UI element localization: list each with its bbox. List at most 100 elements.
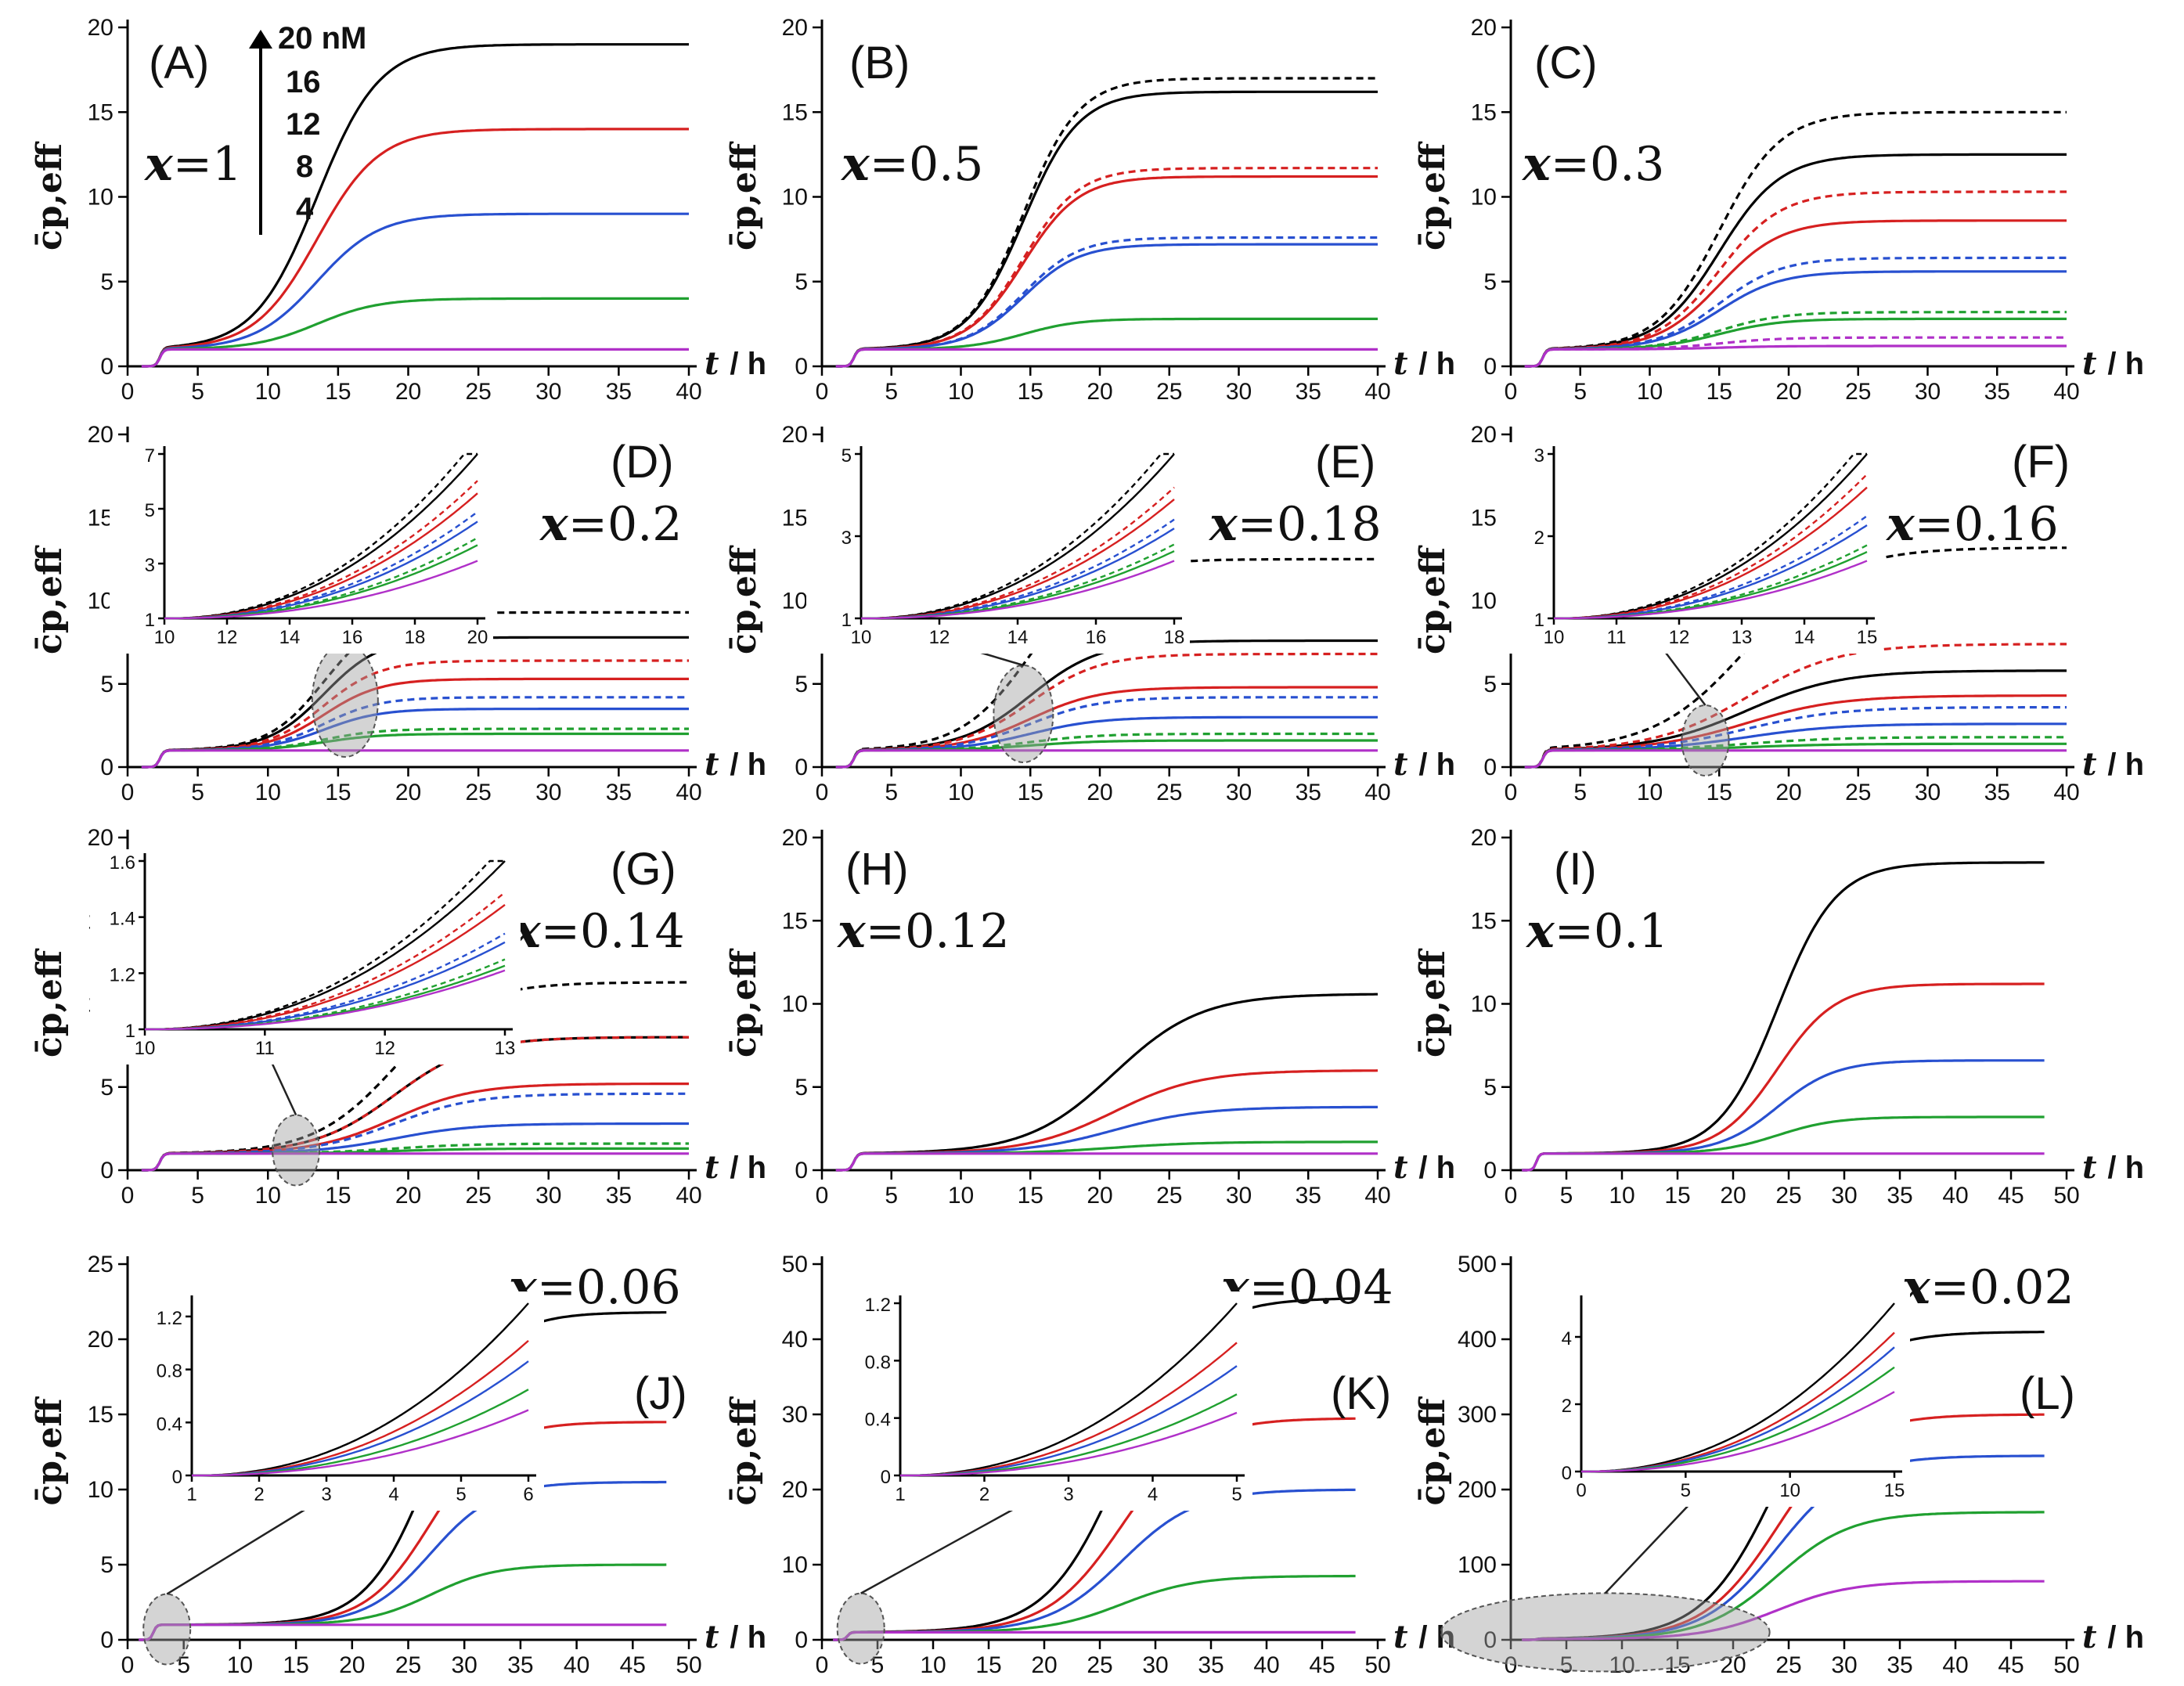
- inset-series-4-line: [164, 560, 478, 620]
- panel-K-y-tick-label: 50: [782, 1252, 808, 1277]
- panel-label: (A): [149, 38, 209, 88]
- series-12-dashed: [835, 236, 1378, 368]
- series-12-dashed: [1524, 706, 2067, 769]
- series-20-nM-dashed: [1524, 110, 2067, 368]
- panel-E-y-tick-label: 0: [795, 755, 808, 780]
- panel-H-y-tick-label: 15: [782, 908, 808, 934]
- panel-L-x-tick-label: 5: [1560, 1652, 1573, 1678]
- panel-A-y-tick-label: 0: [100, 354, 114, 380]
- inset-J-x-tick-label: 6: [523, 1484, 533, 1505]
- panel-H-x-tick-label: 0: [816, 1183, 829, 1209]
- panel-I-x-tick-label: 45: [1998, 1183, 2024, 1209]
- panel-E-x-tick-label: 25: [1156, 780, 1182, 805]
- panel-B-x-tick-label: 35: [1296, 379, 1321, 405]
- panel-J-y-tick-label: 10: [88, 1477, 114, 1503]
- series-16-line: [835, 1069, 1379, 1172]
- x-axis-label: t / h: [2082, 746, 2144, 783]
- y-axis-label: c̄p,eff: [1413, 948, 1453, 1057]
- x-axis-label: t / h: [2082, 345, 2144, 382]
- panel-I-x-tick-label: 40: [1942, 1183, 1968, 1209]
- panel-A-y-tick-label: 20: [88, 15, 114, 41]
- panel-C-x-tick-label: 10: [1637, 379, 1663, 405]
- zoom-region-ellipse: [836, 1592, 885, 1665]
- panel-I-x-tick-label: 35: [1887, 1183, 1912, 1209]
- panel-F-x-tick-label: 25: [1845, 780, 1871, 805]
- x-value: =0.1: [1555, 904, 1669, 959]
- panel-I-x-tick-label: 50: [2053, 1183, 2079, 1209]
- panel-D-x-tick-label: 5: [191, 780, 204, 805]
- x-axis-label: t / h: [705, 1149, 766, 1186]
- series-8-line: [141, 297, 689, 368]
- panel-H-x-tick-label: 10: [948, 1183, 974, 1209]
- inset-G-y-tick-label: 1.4: [110, 909, 135, 930]
- panel-E-y-tick-label: 15: [782, 505, 808, 531]
- series-8-line: [835, 739, 1378, 769]
- x-axis-symbol: t: [1393, 746, 1418, 783]
- panel-D-x-tick-label: 10: [255, 780, 281, 805]
- panel-C-x-tick-label: 15: [1706, 379, 1732, 405]
- panel-H-x-tick-label: 20: [1087, 1183, 1112, 1209]
- panel-H-y-tick-label: 10: [782, 992, 808, 1018]
- x-parameter: x=0.02: [1901, 1260, 2074, 1315]
- panel-F-x-tick-label: 0: [1505, 780, 1518, 805]
- x-axis-label: t / h: [705, 345, 766, 382]
- inset-F-y-tick-label: 2: [1534, 528, 1544, 549]
- panel-I-x-tick-label: 30: [1831, 1183, 1857, 1209]
- panel-E-y-tick-label: 20: [782, 422, 808, 448]
- x-axis-symbol: t: [705, 345, 730, 382]
- inset-D-x-tick-label: 12: [217, 627, 238, 648]
- x-symbol: x: [143, 137, 174, 192]
- series-4-line: [1524, 749, 2067, 769]
- zoom-arrow: [860, 1505, 1019, 1594]
- x-symbol: x: [840, 137, 870, 192]
- inset-D: 10 12 14 16 18 20 1 3 5 7: [110, 442, 493, 654]
- x-value: =0.12: [866, 904, 1010, 959]
- panel-A-x-tick-label: 35: [606, 379, 632, 405]
- legend-entry: 20 nM: [278, 21, 366, 56]
- panel-E-x-tick-label: 0: [816, 780, 829, 805]
- panel-J-y-tick-label: 0: [100, 1627, 114, 1653]
- panel-I: 0 5 10 15 20 25 30 35 40 45 50 0 5 10 15 20 c̄p,eff t / h…: [1413, 825, 2144, 1209]
- panel-label: (L): [2020, 1368, 2075, 1419]
- panel-F-y-tick-label: 20: [1471, 422, 1497, 448]
- zoom-region-ellipse: [272, 1114, 321, 1187]
- panel-A-x-tick-label: 0: [121, 379, 135, 405]
- panel-H-x-tick-label: 5: [885, 1183, 898, 1209]
- x-axis-unit: / h: [730, 748, 766, 782]
- inset-J-y-tick-label: 0.4: [157, 1414, 182, 1435]
- panel-E-y-tick-label: 5: [795, 672, 808, 697]
- zoom-region-ellipse: [993, 665, 1054, 763]
- inset-L-y-tick-label: 2: [1562, 1396, 1572, 1417]
- panel-K-y-tick-label: 10: [782, 1552, 808, 1578]
- series-8-dashed: [1524, 736, 2067, 769]
- panel-L-x-tick-label: 10: [1609, 1652, 1634, 1678]
- panel-B-x-tick-label: 40: [1364, 379, 1390, 405]
- legend-entry: 12: [286, 107, 321, 142]
- panel-L-x-tick-label: 15: [1664, 1652, 1690, 1678]
- inset-L-y-tick-label: 0: [1562, 1463, 1572, 1484]
- zoom-region-ellipse: [142, 1593, 192, 1666]
- inset-D-x-tick-label: 10: [154, 627, 175, 648]
- inset-series-4-line: [1581, 1391, 1895, 1473]
- y-axis-label: c̄p,eff: [724, 1396, 764, 1506]
- inset-F-x-tick-label: 13: [1732, 627, 1753, 648]
- inset-G-x-tick-label: 10: [135, 1038, 156, 1059]
- legend-entry: 16: [286, 65, 321, 99]
- inset-E-x-tick-label: 16: [1086, 627, 1107, 648]
- panel-J-y-tick-label: 5: [100, 1552, 114, 1578]
- x-axis-unit: / h: [1418, 1151, 1455, 1185]
- panel-H-y-tick-label: 20: [782, 825, 808, 851]
- panel-H: 0 5 10 15 20 25 30 35 40 0 5 10 15 20 c̄p,eff t / h (H) x…: [724, 825, 1455, 1209]
- panel-I-y-tick-label: 20: [1471, 825, 1497, 851]
- x-axis-symbol: t: [1393, 1619, 1418, 1655]
- x-value: =0.04: [1249, 1260, 1393, 1315]
- panel-F-x-tick-label: 30: [1915, 780, 1941, 805]
- x-value: =0.18: [1238, 497, 1382, 552]
- panel-A-y-tick-label: 5: [100, 269, 114, 295]
- inset-G-y-tick-label: 1.2: [110, 964, 135, 985]
- panel-C-x-tick-label: 0: [1505, 379, 1518, 405]
- panel-label: (G): [611, 844, 676, 895]
- x-parameter: x=0.06: [507, 1260, 681, 1315]
